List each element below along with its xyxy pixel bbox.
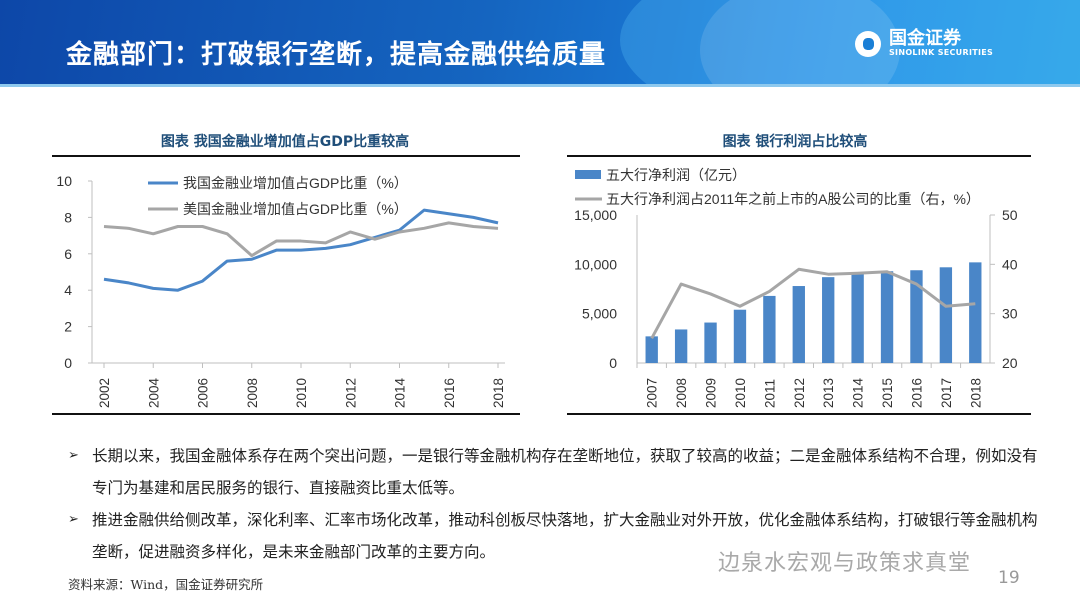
chart1-x-tick-label: 2018	[491, 378, 506, 408]
chart1-x-tick-label: 2016	[442, 378, 457, 408]
chart1-x-tick-label: 2012	[343, 378, 358, 408]
chart2-bar	[763, 295, 776, 363]
chart2-bar	[969, 262, 982, 363]
chart2-bar	[910, 270, 923, 363]
chart1-x-tick-label: 2004	[146, 377, 161, 408]
chart1-x-tick-label: 2014	[393, 377, 408, 408]
chart2-x-tick-label: 2011	[762, 379, 777, 408]
bullet-list: ➢ 长期以来，我国金融体系存在两个突出问题，一是银行等金融机构存在垄断地位，获取了…	[68, 440, 1048, 568]
chart2-right-tick-label: 40	[1002, 256, 1018, 272]
chart2-top-rule	[567, 155, 1031, 157]
logo-cn: 国金证券	[889, 28, 961, 49]
header-banner: 金融部门：打破银行垄断，提高金融供给质量 国金证券 SINOLINK SECUR…	[0, 0, 1080, 84]
chart2-x-tick-label: 2016	[909, 378, 924, 408]
chart1-title: 图表 我国金融业增加值占GDP比重较高	[160, 134, 410, 150]
chart2-x-tick-label: 2015	[880, 378, 895, 408]
company-logo: 国金证券 SINOLINK SECURITIES	[855, 30, 993, 57]
chart2-bar	[645, 336, 658, 363]
chart2-bar	[733, 309, 747, 363]
chart1-x-tick-label: 2002	[97, 378, 112, 408]
chart2-left-tick-label: 15,000	[574, 207, 617, 223]
chart2-legend-label: 五大行净利润（亿元）	[606, 167, 746, 183]
chart2-bar	[674, 329, 688, 363]
chart1-y-tick-label: 8	[64, 209, 72, 225]
chart1-y-tick-label: 0	[64, 355, 72, 371]
chart2-bottom-rule	[567, 413, 1031, 415]
chart2-x-tick-label: 2013	[821, 378, 836, 408]
page-number: 19	[998, 568, 1020, 588]
chart2-bar	[939, 267, 953, 363]
chart2-right-tick-label: 30	[1002, 306, 1018, 322]
chart2-legend-swatch	[575, 170, 601, 179]
chart2-title: 图表 银行利润占比较高	[722, 134, 868, 150]
chart1-x-tick-label: 2008	[245, 378, 260, 408]
chart2-bar	[880, 271, 894, 363]
header-decoration	[620, 0, 1080, 84]
chart1-top-rule	[52, 155, 520, 157]
chart2-x-tick-label: 2018	[968, 378, 983, 408]
chart1-legend-label: 美国金融业增加值占GDP比重（%）	[183, 201, 408, 217]
chart2-x-tick-label: 2012	[792, 378, 807, 408]
arrow-bullet-icon: ➢	[68, 512, 79, 527]
chart1-bottom-rule	[52, 413, 520, 415]
logo-en: SINOLINK SECURITIES	[889, 48, 994, 57]
chart2-left-tick-label: 5,000	[582, 306, 617, 322]
chart2-right-tick-label: 50	[1002, 207, 1018, 223]
chart2-x-tick-label: 2008	[674, 378, 689, 408]
chart2-bar	[851, 273, 864, 363]
logo-icon	[855, 30, 881, 57]
watermark: 边泉水宏观与政策求真堂	[718, 551, 972, 576]
slide-title: 金融部门：打破银行垄断，提高金融供给质量	[66, 40, 607, 70]
chart2-series-line	[650, 267, 976, 340]
chart1-y-tick-label: 4	[64, 282, 72, 298]
chart2-right-tick-label: 20	[1002, 355, 1018, 371]
chart2-x-tick-label: 2014	[851, 377, 866, 408]
chart2-x-tick-label: 2007	[645, 378, 660, 408]
bullet-item: ➢ 推进金融供给侧改革，深化利率、汇率市场化改革，推动科创板尽快落地，扩大金融业对…	[68, 504, 1048, 568]
chart2-left-tick-label: 10,000	[574, 256, 617, 272]
chart1-legend-label: 我国金融业增加值占GDP比重（%）	[183, 175, 408, 191]
chart2-x-tick-label: 2009	[704, 378, 719, 408]
chart1-y-tick-label: 2	[64, 319, 72, 335]
chart2-legend-label: 五大行净利润占2011年之前上市的A股公司的比重（右，%）	[606, 191, 980, 207]
chart1-x-tick-label: 2010	[294, 378, 309, 408]
bullet-item: ➢ 长期以来，我国金融体系存在两个突出问题，一是银行等金融机构存在垄断地位，获取了…	[68, 440, 1048, 504]
chart2-x-tick-label: 2017	[939, 378, 954, 408]
bullet-text: 长期以来，我国金融体系存在两个突出问题，一是银行等金融机构存在垄断地位，获取了较…	[92, 447, 1038, 497]
chart2-x-tick-label: 2010	[733, 378, 748, 408]
header-divider	[0, 84, 1080, 87]
chart1-y-tick-label: 6	[64, 246, 72, 262]
chart2-bar	[704, 322, 717, 363]
chart2-left-tick-label: 0	[609, 355, 617, 371]
chart1-x-tick-label: 2006	[196, 378, 211, 408]
chart1-y-tick-label: 10	[56, 173, 72, 189]
arrow-bullet-icon: ➢	[68, 448, 79, 463]
chart2-bar	[822, 277, 835, 363]
bullet-text: 推进金融供给侧改革，深化利率、汇率市场化改革，推动科创板尽快落地，扩大金融业对外…	[92, 511, 1038, 561]
source-note: 资料来源：Wind，国金证券研究所	[68, 577, 264, 592]
chart2-bar	[792, 286, 805, 363]
